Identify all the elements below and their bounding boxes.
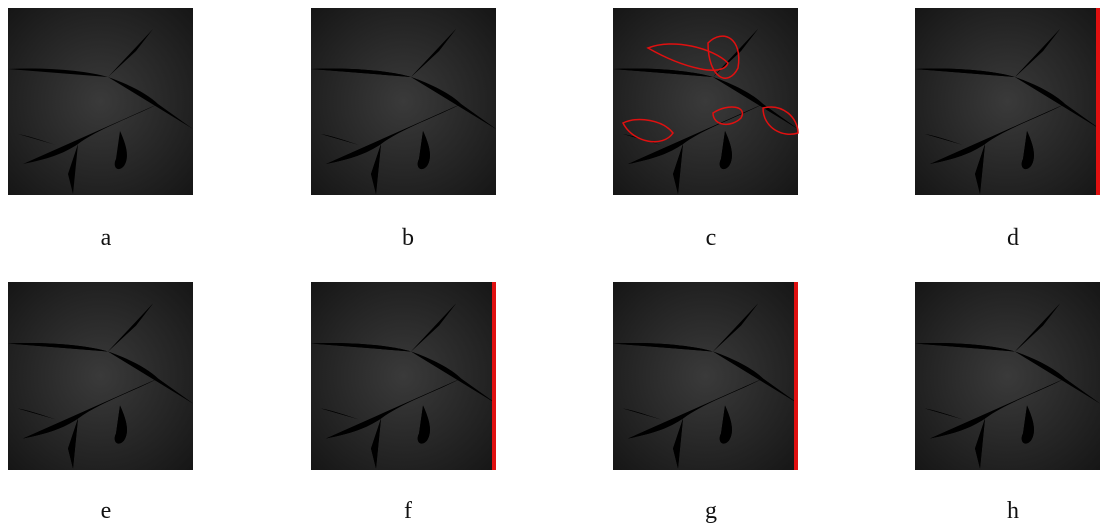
panel-label: h [1007,498,1019,524]
panel-f [311,282,496,470]
panel-label: a [101,225,112,251]
panel-e [8,282,193,470]
panel-d [915,8,1100,195]
figure: a b c d e f g h [0,0,1104,528]
panel-h [915,282,1100,470]
panel-label: g [705,498,717,524]
panel-label: e [101,498,112,524]
panel-b [311,8,496,195]
panel-a [8,8,193,195]
panel-label: b [402,225,414,251]
panel-label: d [1007,225,1019,251]
panel-g [613,282,798,470]
panel-label: c [706,225,717,251]
panel-c [613,8,798,195]
panel-label: f [404,498,412,524]
